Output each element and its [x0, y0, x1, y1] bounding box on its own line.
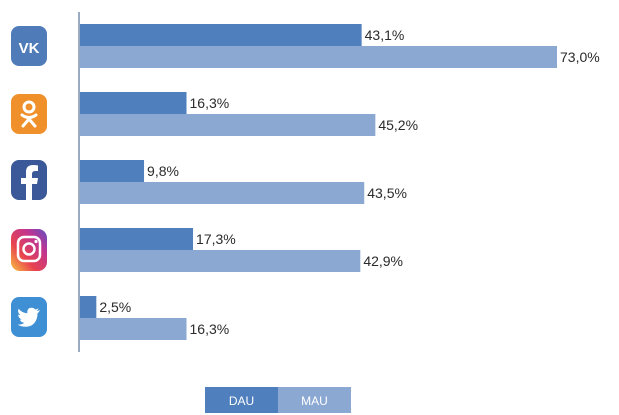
bar-mau-twitter	[80, 318, 187, 340]
bar-mau-facebook	[80, 182, 365, 204]
data-label-mau-instagram: 42,9%	[363, 253, 403, 269]
bar-dau-vk	[80, 24, 362, 46]
legend-label-dau: DAU	[229, 394, 254, 408]
vk-icon: VK	[11, 26, 47, 66]
legend-label-mau: MAU	[301, 394, 328, 408]
data-label-dau-odnoklassniki: 16,3%	[190, 95, 230, 111]
facebook-icon	[11, 160, 47, 200]
bar-dau-twitter	[80, 296, 97, 318]
data-label-dau-twitter: 2,5%	[99, 299, 131, 315]
bar-mau-vk	[80, 46, 557, 68]
odnoklassniki-icon	[11, 94, 47, 134]
legend-swatch-mau	[278, 387, 351, 413]
legend-swatch-dau	[205, 387, 278, 413]
data-label-dau-facebook: 9,8%	[147, 163, 179, 179]
data-label-mau-twitter: 16,3%	[190, 321, 230, 337]
data-label-dau-instagram: 17,3%	[196, 231, 236, 247]
instagram-icon	[11, 229, 47, 271]
bars-group: 43,1% 73,0% 16,3% 45,2% 9,8% 43,5% 17,3% 42,9% 2…	[80, 24, 600, 340]
bar-mau-instagram	[80, 250, 361, 272]
data-label-dau-vk: 43,1%	[365, 27, 405, 43]
data-label-mau-facebook: 43,5%	[367, 185, 407, 201]
bar-dau-facebook	[80, 160, 145, 182]
bar-dau-odnoklassniki	[80, 92, 187, 114]
data-label-mau-odnoklassniki: 45,2%	[378, 117, 418, 133]
legend: DAU MAU	[205, 387, 351, 413]
bar-mau-odnoklassniki	[80, 114, 376, 136]
vk-icon-text: VK	[19, 40, 40, 57]
data-label-mau-vk: 73,0%	[560, 49, 600, 65]
bar-dau-instagram	[80, 228, 194, 250]
twitter-icon	[11, 297, 47, 337]
